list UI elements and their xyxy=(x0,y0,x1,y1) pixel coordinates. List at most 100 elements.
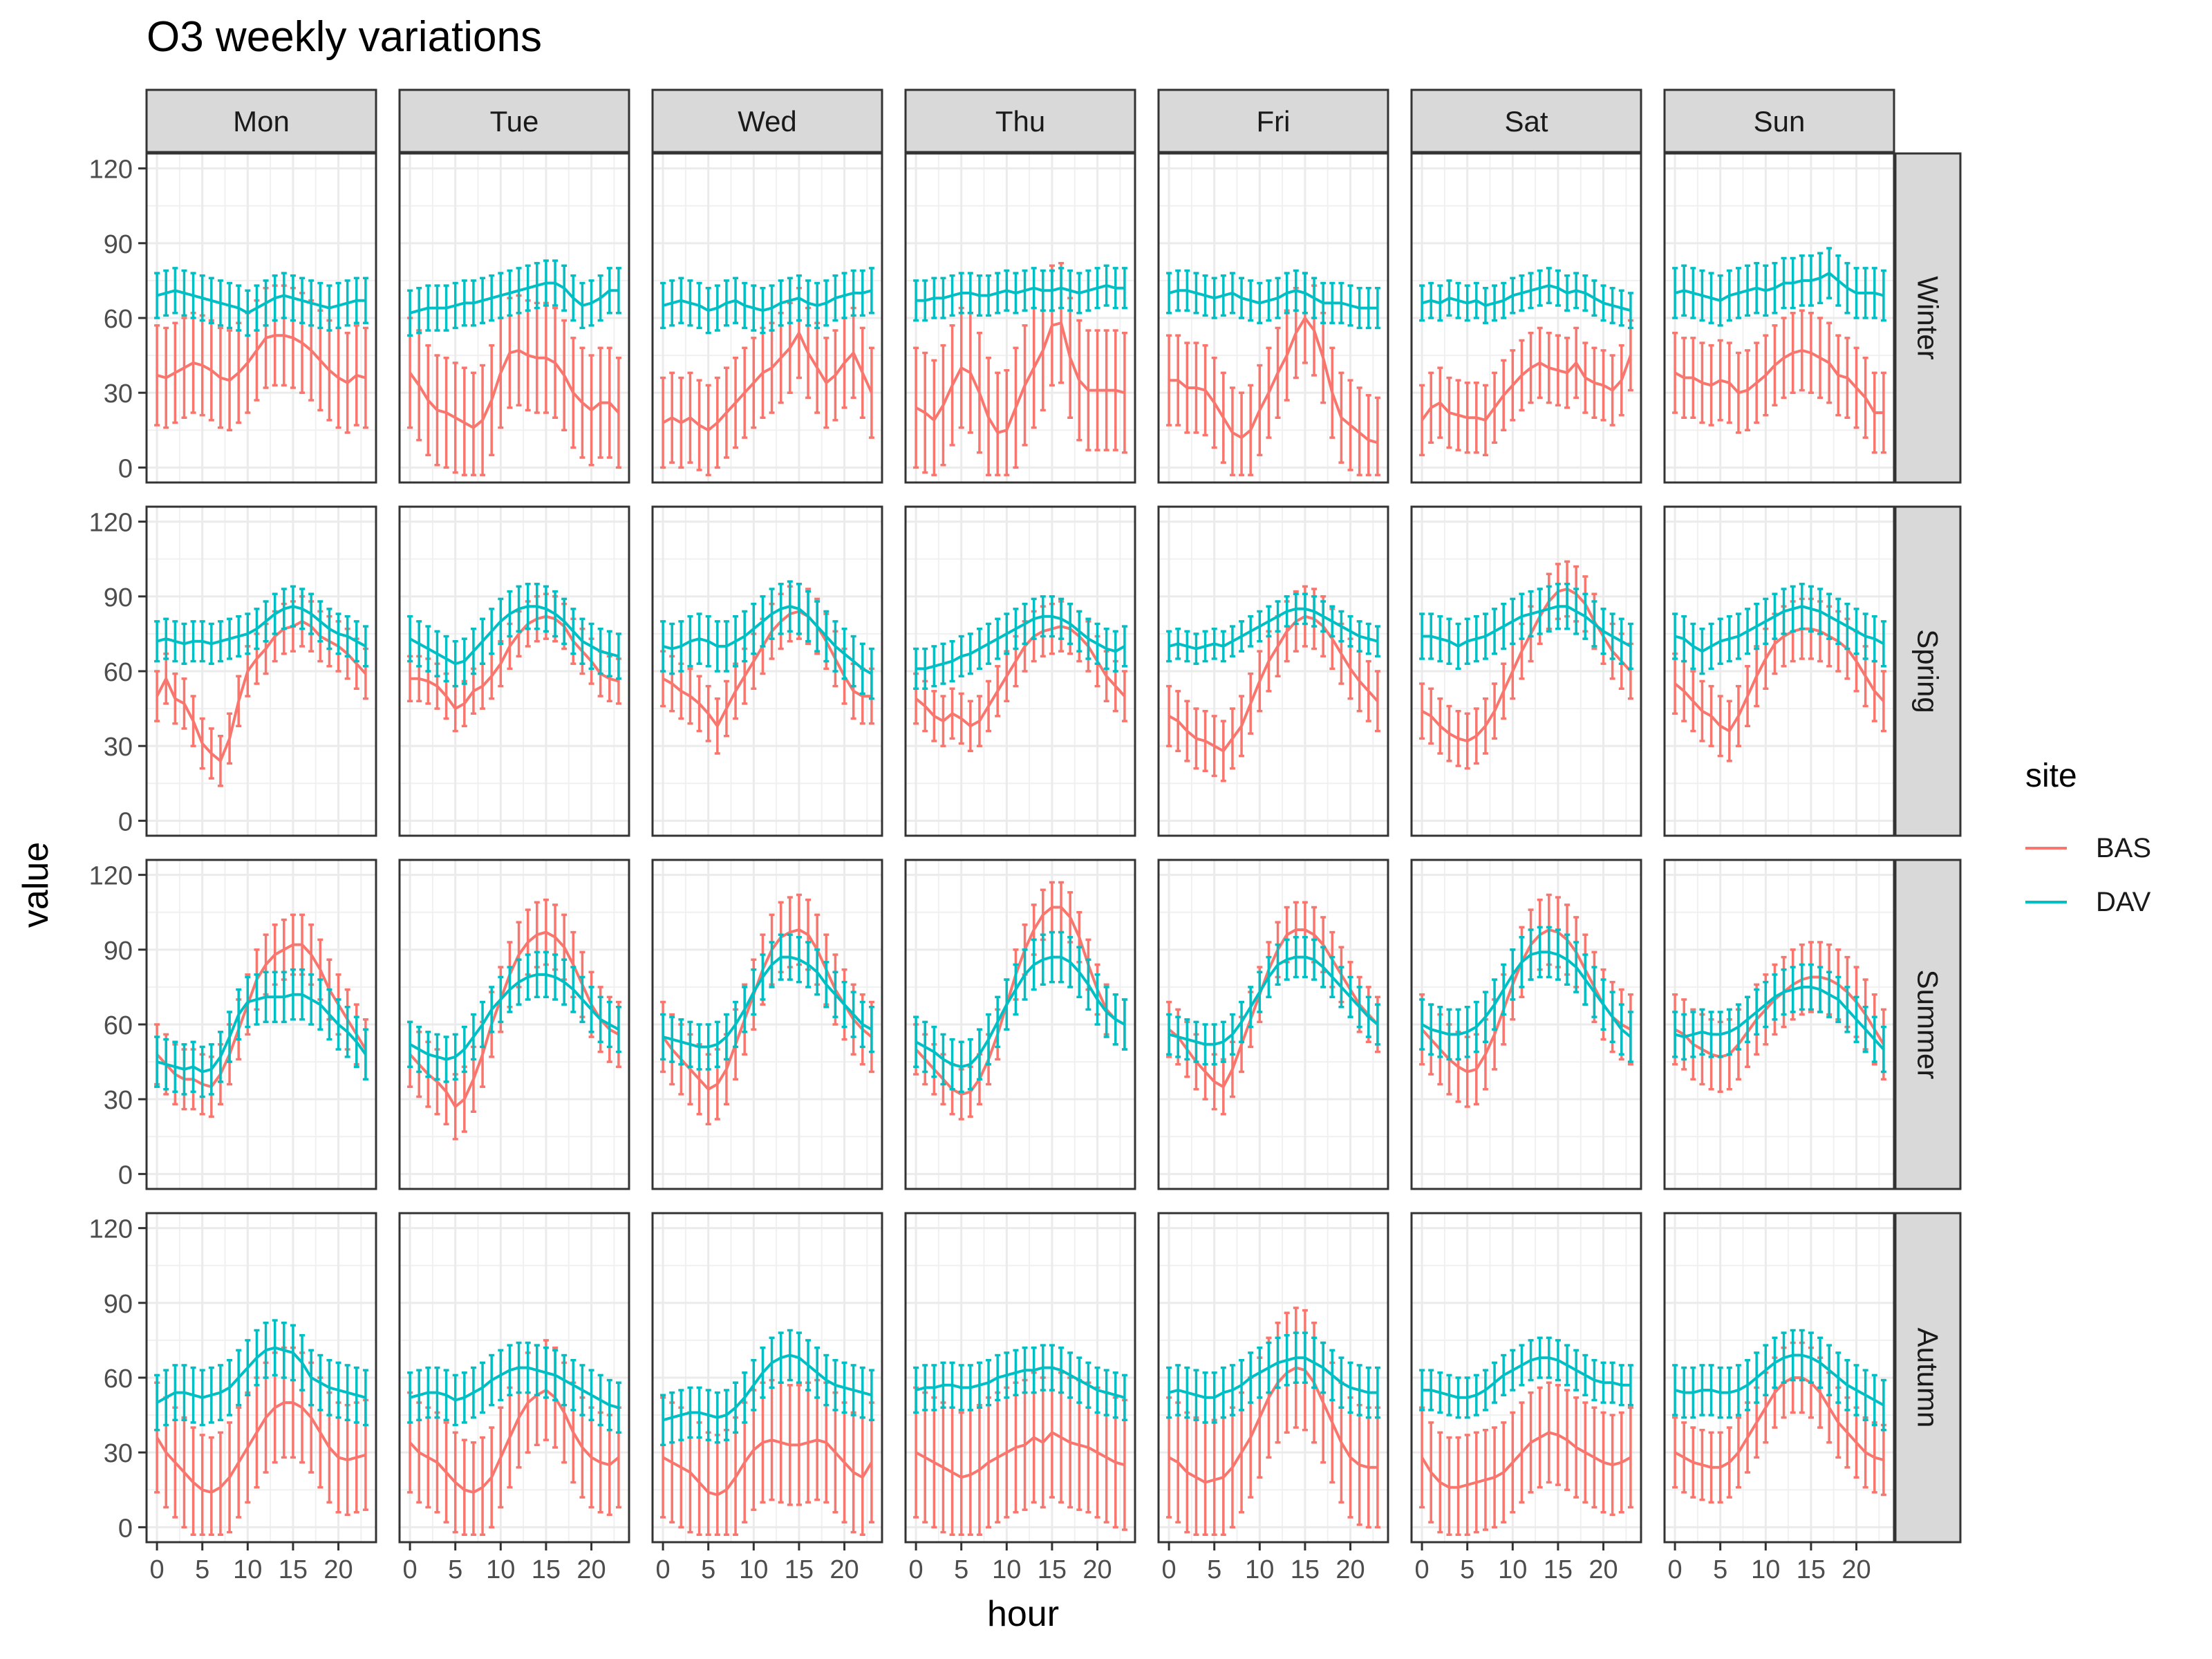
series-line-dav-thu-winter xyxy=(916,284,1125,302)
x-tick-label: 0 xyxy=(909,1555,924,1584)
panel-border-sat-summer xyxy=(1410,859,1642,1190)
series-line-dav-sat-autumn xyxy=(1422,1356,1631,1399)
strip-autumn xyxy=(1894,1212,1962,1544)
y-tick-label: 60 xyxy=(104,1011,133,1040)
series-line-dav-wed-autumn xyxy=(662,1353,872,1422)
series-line-bas-wed-summer xyxy=(662,928,873,1091)
panel-border-tue-spring xyxy=(398,505,630,837)
series-line-dav-thu-summer xyxy=(915,955,1125,1069)
x-tick-label: 10 xyxy=(1498,1555,1527,1584)
y-tick-label: 30 xyxy=(104,1439,133,1468)
series-line-bas-thu-summer xyxy=(915,906,1125,1096)
x-tick-label: 0 xyxy=(150,1555,165,1584)
legend-item-dav: DAV xyxy=(2025,875,2205,929)
x-tick-label: 10 xyxy=(1751,1555,1780,1584)
series-line-bas-tue-winter xyxy=(409,348,620,429)
x-tick-label: 20 xyxy=(830,1555,859,1584)
strip-label-spring: Spring xyxy=(1912,629,1944,713)
series-line-bas-sat-autumn xyxy=(1421,1431,1631,1489)
series-line-bas-mon-summer xyxy=(156,943,367,1089)
series-line-dav-tue-autumn xyxy=(409,1366,619,1409)
series-line-dav-tue-summer xyxy=(409,973,619,1061)
series-line-dav-mon-spring xyxy=(156,605,366,648)
series-line-dav-sat-summer xyxy=(1421,950,1632,1038)
x-tick-label: 5 xyxy=(1207,1555,1221,1584)
x-tick-label: 10 xyxy=(486,1555,515,1584)
y-tick-label: 0 xyxy=(118,1161,133,1190)
x-tick-label: 10 xyxy=(1245,1555,1274,1584)
panel-border-fri-autumn xyxy=(1157,1212,1389,1544)
series-line-dav-wed-summer xyxy=(662,955,872,1049)
strip-thu xyxy=(904,88,1136,153)
series-line-dav-wed-spring xyxy=(662,605,872,675)
x-tick-label: 5 xyxy=(1460,1555,1474,1584)
x-tick-label: 20 xyxy=(1588,1555,1618,1584)
x-tick-label: 10 xyxy=(233,1555,262,1584)
series-line-dav-mon-autumn xyxy=(156,1346,366,1404)
series-line-bas-mon-spring xyxy=(156,619,367,762)
series-line-bas-tue-summer xyxy=(409,930,619,1108)
series-line-dav-sat-winter xyxy=(1421,284,1631,312)
x-tick-label: 0 xyxy=(1162,1555,1177,1584)
series-line-dav-tue-spring xyxy=(409,605,619,666)
x-tick-label: 10 xyxy=(992,1555,1021,1584)
y-tick-label: 30 xyxy=(104,1086,133,1115)
y-tick-label: 90 xyxy=(104,1290,133,1319)
panel-border-wed-summer xyxy=(651,859,883,1190)
series-line-bas-tue-autumn xyxy=(409,1389,620,1494)
y-tick-label: 90 xyxy=(104,230,133,259)
y-tick-label: 60 xyxy=(104,1365,133,1394)
y-tick-label: 120 xyxy=(89,156,133,185)
strip-summer xyxy=(1894,859,1962,1190)
panel-border-wed-spring xyxy=(651,505,883,837)
strip-sat xyxy=(1410,88,1642,153)
y-tick-label: 30 xyxy=(104,733,133,762)
x-tick-label: 15 xyxy=(1797,1555,1826,1584)
series-line-bas-mon-winter xyxy=(156,334,366,384)
y-tick-label: 30 xyxy=(104,379,133,409)
panel-border-wed-autumn xyxy=(651,1212,883,1544)
x-tick-label: 20 xyxy=(324,1555,353,1584)
series-line-bas-wed-winter xyxy=(662,331,873,432)
series-line-bas-sun-autumn xyxy=(1674,1376,1884,1469)
series-line-dav-fri-spring xyxy=(1168,607,1378,650)
series-line-dav-mon-summer xyxy=(156,993,367,1074)
panel-border-fri-winter xyxy=(1157,152,1389,484)
series-line-bas-fri-winter xyxy=(1169,317,1378,444)
x-tick-label: 0 xyxy=(1415,1555,1430,1584)
panel-border-mon-autumn xyxy=(145,1212,377,1544)
series-line-bas-sat-winter xyxy=(1421,355,1632,422)
strip-mon xyxy=(145,88,377,153)
series-line-dav-sun-summer xyxy=(1674,985,1885,1051)
x-tick-label: 15 xyxy=(1038,1555,1067,1584)
strip-fri xyxy=(1157,88,1389,153)
x-tick-label: 5 xyxy=(701,1555,715,1584)
series-line-bas-thu-autumn xyxy=(915,1431,1125,1479)
y-tick-label: 120 xyxy=(89,862,133,891)
y-tick-label: 0 xyxy=(118,1514,133,1543)
panel-border-wed-winter xyxy=(651,152,883,484)
panel-border-thu-winter xyxy=(904,152,1136,484)
y-tick-label: 90 xyxy=(104,937,133,966)
strip-wed xyxy=(651,88,883,153)
strip-label-tue: Tue xyxy=(490,105,539,138)
legend: site BAS DAV xyxy=(2025,757,2205,929)
panel-border-sun-spring xyxy=(1663,505,1895,837)
series-line-dav-wed-winter xyxy=(662,289,872,312)
series-line-bas-sun-winter xyxy=(1674,348,1884,414)
series-line-dav-fri-winter xyxy=(1168,289,1378,310)
x-tick-label: 20 xyxy=(1082,1555,1112,1584)
panel-border-tue-winter xyxy=(398,152,630,484)
panel-border-sat-winter xyxy=(1410,152,1642,484)
y-tick-label: 60 xyxy=(104,658,133,687)
series-line-bas-wed-spring xyxy=(662,610,872,728)
panel-border-thu-spring xyxy=(904,505,1136,837)
series-line-bas-thu-spring xyxy=(915,625,1126,728)
panel-border-mon-summer xyxy=(145,859,377,1190)
x-tick-label: 15 xyxy=(532,1555,561,1584)
series-line-dav-sun-spring xyxy=(1674,605,1884,653)
x-tick-label: 0 xyxy=(656,1555,671,1584)
series-line-dav-fri-summer xyxy=(1168,955,1379,1046)
panel-border-sun-autumn xyxy=(1663,1212,1895,1544)
series-line-bas-sat-summer xyxy=(1421,928,1631,1074)
